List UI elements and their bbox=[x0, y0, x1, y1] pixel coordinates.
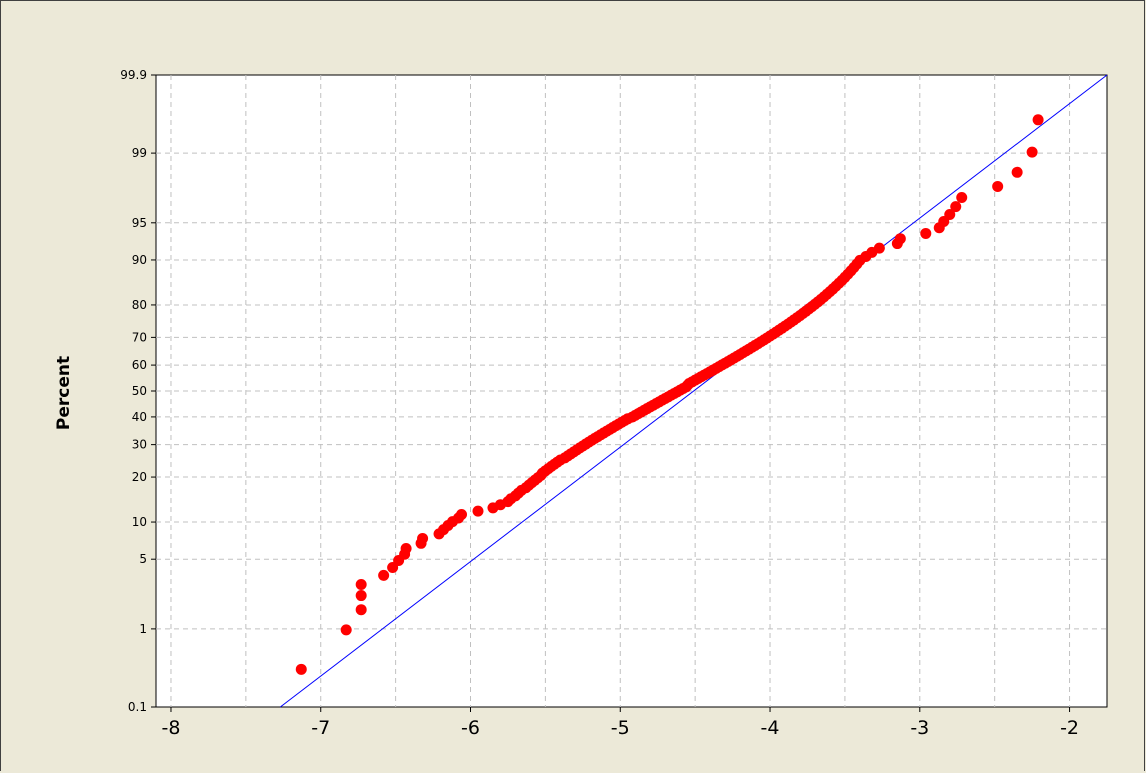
data-point bbox=[950, 201, 962, 213]
x-tick-label: -4 bbox=[761, 717, 780, 739]
y-axis-label: Percent bbox=[54, 356, 74, 430]
data-point bbox=[472, 505, 484, 517]
y-tick-label: 0.1 bbox=[128, 700, 147, 714]
y-tick-label: 20 bbox=[132, 470, 147, 484]
x-tick-label: -7 bbox=[311, 717, 330, 739]
x-tick-label: -3 bbox=[910, 717, 929, 739]
y-tick-label: 5 bbox=[139, 552, 147, 566]
data-point bbox=[992, 180, 1004, 192]
data-point bbox=[417, 532, 429, 544]
data-point bbox=[355, 579, 367, 591]
data-point bbox=[920, 227, 932, 239]
data-point bbox=[355, 590, 367, 602]
y-tick-label: 50 bbox=[132, 384, 147, 398]
fit-line-group bbox=[280, 74, 1108, 708]
data-points bbox=[295, 114, 1044, 675]
y-tick-label: 80 bbox=[132, 298, 147, 312]
data-point bbox=[295, 663, 307, 675]
data-point bbox=[956, 191, 968, 203]
plot-area bbox=[155, 74, 1108, 708]
y-tick-label: 70 bbox=[132, 330, 147, 344]
x-tick-label: -5 bbox=[611, 717, 630, 739]
x-tick-label: -6 bbox=[461, 717, 480, 739]
fit-line bbox=[280, 74, 1108, 708]
data-point bbox=[894, 233, 906, 245]
data-point bbox=[944, 209, 956, 221]
y-tick-label: 1 bbox=[139, 622, 147, 636]
y-tick-label: 99.9 bbox=[120, 68, 147, 82]
y-tick-label: 10 bbox=[132, 515, 147, 529]
y-tick-label: 95 bbox=[132, 216, 147, 230]
data-point bbox=[1026, 146, 1038, 158]
data-point bbox=[378, 569, 390, 581]
data-point bbox=[400, 543, 412, 555]
y-tick-label: 99 bbox=[132, 146, 147, 160]
x-tick-label: -2 bbox=[1060, 717, 1079, 739]
y-tick-label: 90 bbox=[132, 253, 147, 267]
data-point bbox=[1011, 166, 1023, 178]
data-point bbox=[1032, 114, 1044, 126]
data-point bbox=[873, 242, 885, 254]
y-tick-label: 60 bbox=[132, 358, 147, 372]
data-point bbox=[456, 508, 468, 520]
data-point bbox=[340, 624, 352, 636]
x-tick-label: -8 bbox=[161, 717, 180, 739]
y-tick-label: 30 bbox=[132, 438, 147, 452]
y-tick-label: 40 bbox=[132, 410, 147, 424]
data-point bbox=[355, 604, 367, 616]
axes: -8 -7 -6 -5 -4 -3 -2 0.1 1 5 10 20 30 40 50 60 70 80 90 95 9… bbox=[120, 68, 1079, 739]
